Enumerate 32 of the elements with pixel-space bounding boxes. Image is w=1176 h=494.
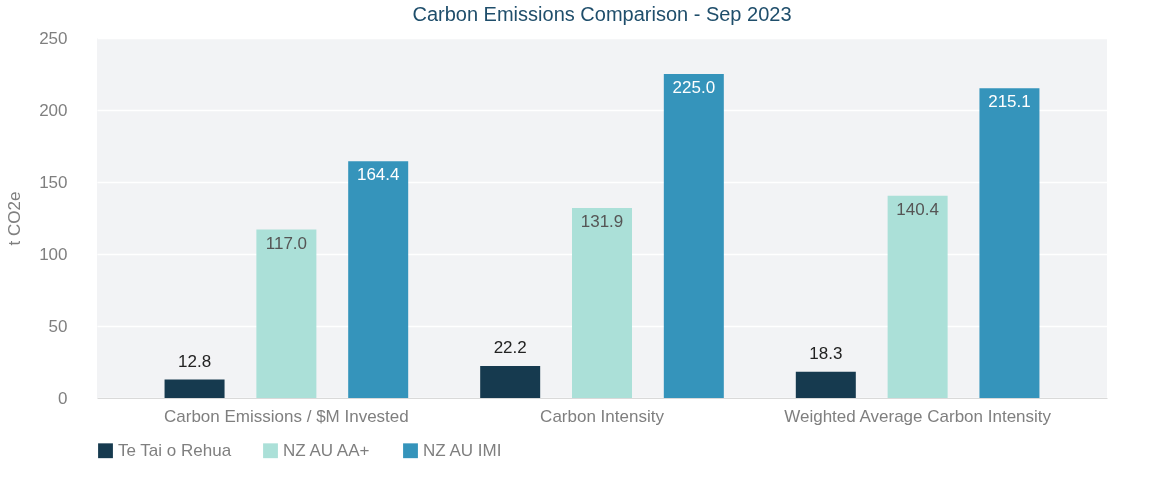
y-tick-label: 250 [39, 28, 68, 48]
text: 140.4 [896, 199, 939, 219]
y-tick-label: 200 [39, 100, 68, 120]
y-tick-label: 100 [39, 244, 68, 264]
text: 22.2 [493, 338, 527, 358]
chart-title: Carbon Emissions Comparison - Sep 2023 [412, 3, 792, 25]
bar [663, 74, 724, 398]
y-tick-label: 0 [58, 388, 68, 408]
text: 18.3 [809, 343, 843, 363]
x-tick-label: Carbon Intensity [540, 406, 665, 426]
y-tick-label: 50 [48, 316, 68, 336]
text: 131.9 [580, 212, 624, 232]
text: 117.0 [265, 233, 308, 253]
bar [256, 229, 317, 398]
bar [795, 371, 856, 398]
text: 225.0 [672, 78, 716, 97]
y-tick-label: 150 [39, 172, 68, 192]
text: 12.8 [178, 351, 212, 371]
legend-label: Te Tai o Rehua [118, 440, 232, 460]
text: 215.1 [988, 92, 1031, 112]
bar [572, 208, 632, 398]
legend-label: NZ AU AA+ [283, 440, 370, 460]
legend-label: NZ AU IMI [423, 440, 502, 460]
y-axis-title: t CO2e [5, 191, 25, 246]
bar [887, 195, 948, 398]
text: 164.4 [356, 165, 400, 185]
x-tick-label: Weighted Average Carbon Intensity [784, 406, 1052, 426]
bar [480, 366, 541, 398]
x-tick-label: Carbon Emissions / $M Invested [164, 406, 409, 426]
bar [164, 379, 225, 398]
bar [979, 88, 1040, 398]
bar [348, 161, 409, 398]
